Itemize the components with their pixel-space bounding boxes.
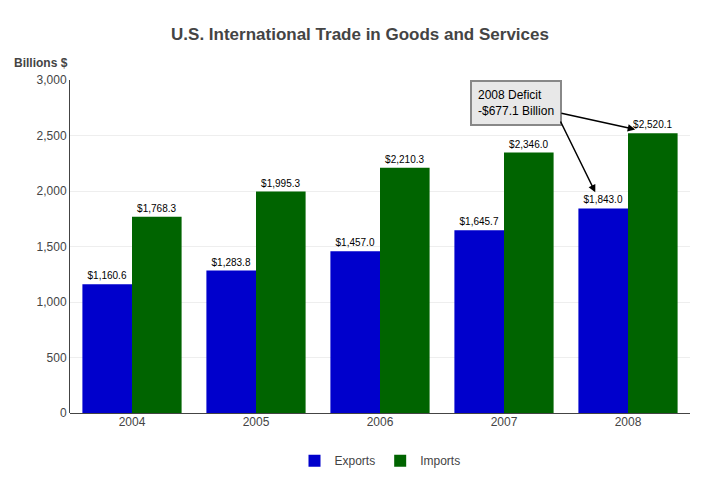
svg-text:$2,520.1: $2,520.1	[633, 119, 672, 130]
svg-text:Exports: Exports	[335, 454, 376, 468]
svg-text:$2,346.0: $2,346.0	[509, 139, 548, 150]
svg-text:$1,457.0: $1,457.0	[336, 237, 375, 248]
svg-text:$1,283.8: $1,283.8	[212, 257, 251, 268]
svg-text:Imports: Imports	[420, 454, 460, 468]
svg-text:$2,210.3: $2,210.3	[385, 154, 424, 165]
svg-text:1,500: 1,500	[37, 240, 67, 254]
svg-text:$1,160.6: $1,160.6	[88, 270, 127, 281]
svg-text:500: 500	[47, 351, 67, 365]
svg-text:2006: 2006	[367, 415, 394, 429]
svg-text:2004: 2004	[119, 415, 146, 429]
svg-text:$1,843.0: $1,843.0	[584, 194, 623, 205]
svg-text:2005: 2005	[243, 415, 270, 429]
svg-text:2008: 2008	[615, 415, 642, 429]
svg-text:$1,768.3: $1,768.3	[137, 203, 176, 214]
svg-text:2,000: 2,000	[37, 184, 67, 198]
svg-text:3,000: 3,000	[37, 73, 67, 87]
svg-text:2008 Deficit-$677.1 Billion: 2008 Deficit-$677.1 Billion	[478, 88, 554, 118]
svg-text:$1,645.7: $1,645.7	[460, 216, 499, 227]
svg-text:2007: 2007	[491, 415, 518, 429]
svg-text:1,000: 1,000	[37, 295, 67, 309]
svg-text:2,500: 2,500	[37, 129, 67, 143]
svg-text:U.S. International Trade in Go: U.S. International Trade in Goods and Se…	[171, 25, 549, 44]
svg-text:0: 0	[60, 406, 67, 420]
svg-text:$1,995.3: $1,995.3	[261, 178, 300, 189]
svg-text:Billions $: Billions $	[14, 56, 68, 70]
